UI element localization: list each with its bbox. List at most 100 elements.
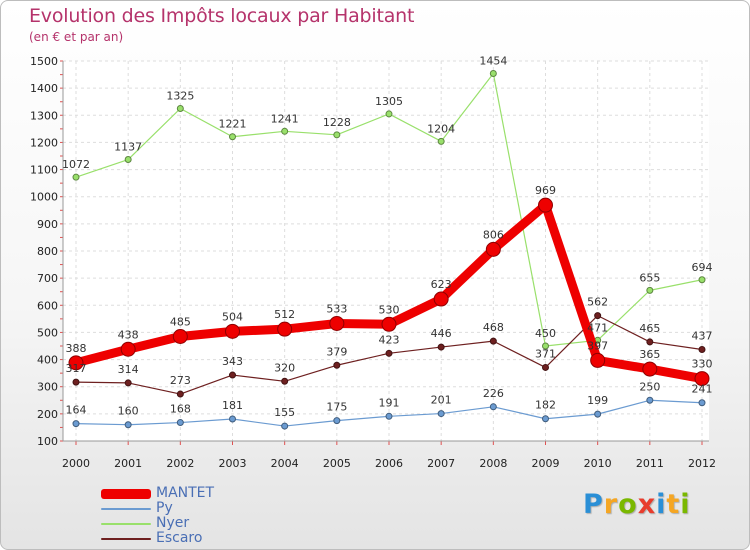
data-point-mantet [172,329,188,344]
data-point-py [281,422,289,430]
x-tick-label: 2009 [532,457,560,470]
data-point-escaro [281,377,289,385]
logo-letter: r [603,489,619,520]
chart-subtitle: (en € et par an) [29,30,124,44]
x-tick-label: 2001 [114,457,142,470]
data-point-escaro [72,378,80,386]
data-label-escaro: 379 [326,345,347,358]
x-tick-label: 2008 [479,457,507,470]
data-point-py [124,421,132,429]
x-tick-label: 2010 [584,457,612,470]
logo-letter: x [637,489,657,520]
data-point-escaro [385,349,393,357]
data-point-escaro [698,346,706,354]
data-label-py: 199 [587,394,608,407]
data-point-mantet [68,355,84,371]
data-point-nyer [124,156,132,164]
data-label-escaro: 273 [170,374,191,387]
x-tick-label: 2002 [166,457,194,470]
x-tick-label: 2011 [636,457,664,470]
logo-letter: i [680,489,691,520]
data-label-mantet: 806 [483,228,504,241]
legend-label: Escaro [156,530,203,546]
data-label-py: 182 [535,399,556,412]
data-label-nyer: 1325 [166,90,194,103]
data-label-nyer: 694 [692,261,713,274]
data-point-mantet [642,361,658,377]
data-label-py: 226 [483,387,504,400]
data-label-mantet: 504 [222,310,243,323]
data-point-mantet [590,352,606,368]
data-point-nyer [489,69,497,77]
data-point-nyer [72,173,80,181]
y-tick-label: 1500 [30,55,58,68]
y-tick-label: 200 [37,408,58,421]
logo-letter: i [656,489,667,520]
data-point-nyer [333,131,341,139]
data-label-py: 181 [222,399,243,412]
legend-swatch [101,538,151,540]
data-point-escaro [333,361,341,369]
data-label-py: 201 [431,394,452,407]
data-label-py: 250 [639,380,660,393]
data-label-escaro: 371 [535,347,556,360]
legend-swatch [101,523,151,525]
y-tick-label: 300 [37,381,58,394]
legend-label: Py [156,500,173,516]
x-tick-label: 2012 [688,457,716,470]
data-point-mantet [120,341,136,357]
data-point-mantet [381,316,397,332]
data-label-nyer: 1305 [375,95,403,108]
data-point-nyer [437,137,445,145]
data-point-py [489,403,497,411]
data-label-mantet: 330 [692,358,713,371]
data-label-nyer: 471 [587,321,608,334]
logo-letter: P [583,489,604,520]
data-point-py [437,410,445,418]
data-point-escaro [437,343,445,351]
data-label-py: 164 [66,404,87,417]
data-label-py: 160 [118,405,139,418]
data-point-py [176,419,184,427]
data-label-py: 241 [692,383,713,396]
data-label-mantet: 530 [379,303,400,316]
y-tick-label: 400 [37,354,58,367]
data-point-mantet [694,371,710,387]
x-tick-label: 2000 [62,457,90,470]
y-tick-label: 1200 [30,136,58,149]
y-tick-label: 900 [37,218,58,231]
data-label-mantet: 388 [66,342,87,355]
legend-swatch [101,489,151,499]
data-label-escaro: 320 [274,361,295,374]
data-label-nyer: 450 [535,327,556,340]
data-point-escaro [176,390,184,398]
data-point-nyer [229,133,236,141]
data-label-escaro: 317 [66,362,87,375]
y-tick-label: 1100 [30,164,58,177]
data-label-mantet: 397 [587,339,608,352]
y-tick-label: 600 [37,299,58,312]
chart-title: Evolution des Impôts locaux par Habitant [29,5,415,27]
data-label-py: 168 [170,403,191,416]
data-point-mantet [277,321,293,337]
data-point-escaro [542,363,549,371]
data-point-nyer [646,286,654,294]
x-tick-label: 2004 [271,457,299,470]
data-point-nyer [281,127,289,135]
data-label-nyer: 1072 [62,158,90,171]
data-label-mantet: 623 [431,278,452,291]
logo-letter: o [618,489,638,520]
data-label-mantet: 533 [326,302,347,315]
logo-letter: t [666,489,681,520]
data-point-nyer [176,105,184,112]
data-label-escaro: 468 [483,321,504,334]
data-label-nyer: 1204 [427,122,455,135]
data-point-py [229,415,236,423]
data-point-py [698,399,706,407]
data-label-escaro: 314 [118,363,139,376]
data-label-mantet: 512 [274,308,295,321]
plot-area [63,61,709,441]
data-point-py [594,410,602,418]
data-label-escaro: 423 [379,333,400,346]
